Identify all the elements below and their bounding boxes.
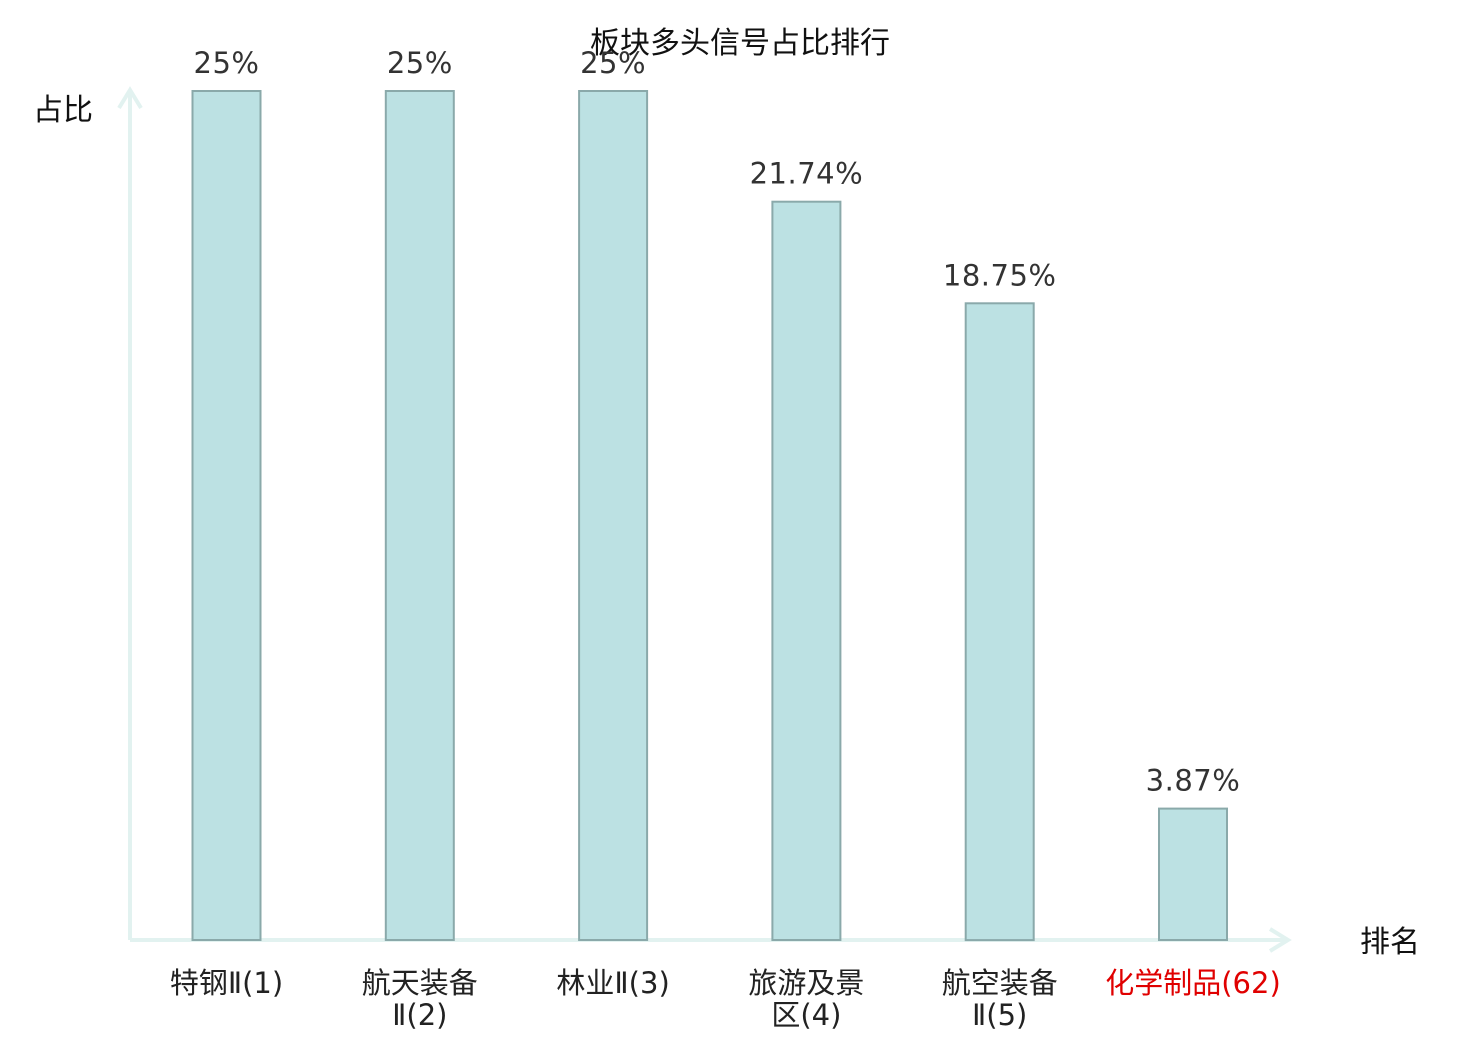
data-labels-group: 25% 25% 25% 21.74% 18.75% 3.87% bbox=[194, 46, 1241, 798]
x-axis bbox=[130, 927, 1292, 953]
y-axis bbox=[117, 86, 143, 940]
y-axis-label: 占比 bbox=[33, 93, 93, 128]
bar-5 bbox=[964, 302, 1035, 942]
data-label-4: 21.74% bbox=[750, 157, 864, 191]
data-label-3: 25% bbox=[580, 46, 646, 80]
bar-4 bbox=[771, 200, 842, 941]
bars-group bbox=[191, 90, 1228, 942]
bar-3 bbox=[578, 90, 649, 941]
bar-2 bbox=[384, 90, 455, 941]
x-tick-labels-group: 特钢Ⅱ(1) 航天装备 Ⅱ(2) 林业Ⅱ(3) 旅游及景区(4) 航空装备 Ⅱ(5) 化学制品… bbox=[170, 966, 1281, 1032]
x-tick-label-6: 化学制品(62) bbox=[1105, 966, 1281, 1000]
x-tick-label-2: 航天装备 Ⅱ(2) bbox=[362, 966, 478, 1032]
bar-6 bbox=[1158, 807, 1228, 941]
x-tick-label-3: 林业Ⅱ(3) bbox=[556, 966, 669, 1000]
x-axis-label: 排名 bbox=[1360, 925, 1420, 960]
x-tick-label-5: 航空装备 Ⅱ(5) bbox=[942, 966, 1058, 1032]
chart-title: 板块多头信号占比排行 bbox=[590, 26, 890, 61]
data-label-6: 3.87% bbox=[1146, 764, 1241, 798]
bar-1 bbox=[191, 90, 262, 941]
x-tick-label-4: 旅游及景区(4) bbox=[748, 966, 864, 1032]
data-label-5: 18.75% bbox=[943, 258, 1057, 292]
data-label-2: 25% bbox=[387, 46, 453, 80]
data-label-1: 25% bbox=[194, 46, 260, 80]
x-tick-label-1: 特钢Ⅱ(1) bbox=[170, 966, 283, 1000]
